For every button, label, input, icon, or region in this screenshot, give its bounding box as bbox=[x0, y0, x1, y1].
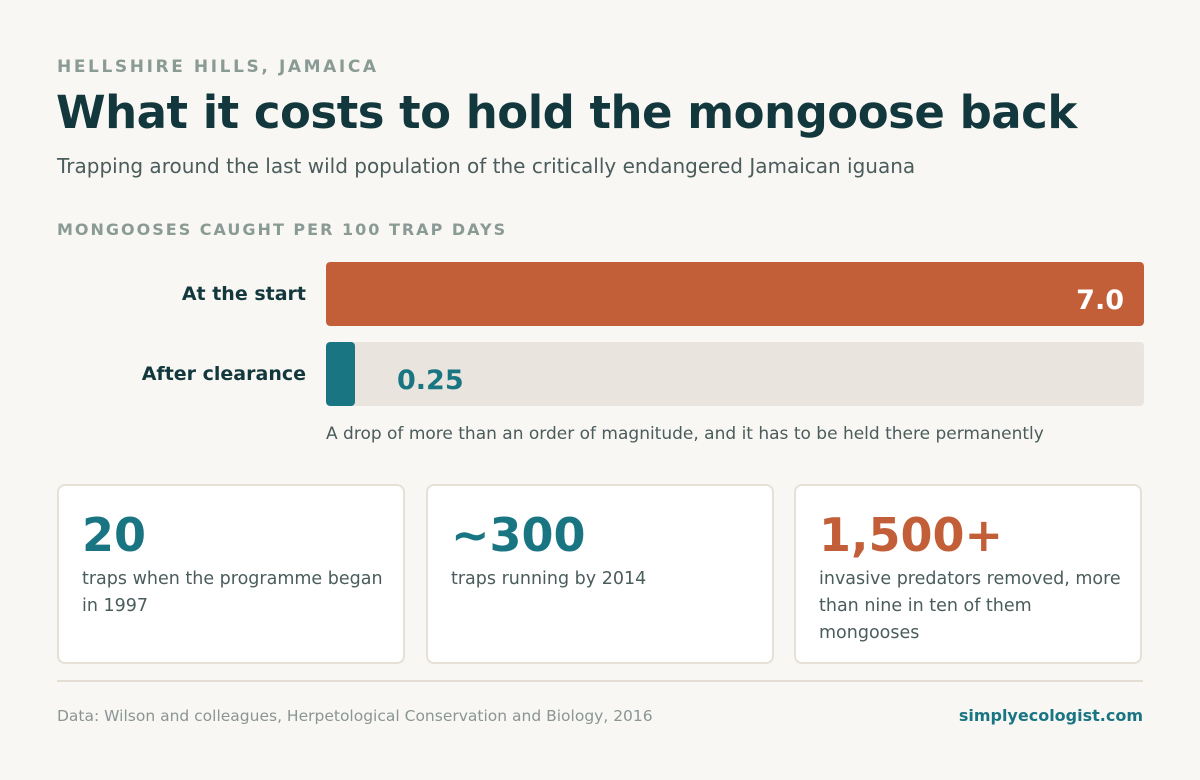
bar-value-start: 7.0 bbox=[1076, 285, 1124, 316]
chart-note: A drop of more than an order of magnitud… bbox=[326, 424, 1044, 444]
eyebrow-location: HELLSHIRE HILLS, JAMAICA bbox=[57, 57, 379, 77]
page-title: What it costs to hold the mongoose back bbox=[56, 86, 1077, 139]
stat-description: invasive predators removed, more than ni… bbox=[819, 569, 1121, 643]
bar-label-start: At the start bbox=[181, 283, 306, 305]
bar-track-start bbox=[326, 262, 1144, 326]
stat-description: traps running by 2014 bbox=[451, 569, 647, 589]
bar-after bbox=[326, 342, 355, 406]
chart-title: MONGOOSES CAUGHT PER 100 TRAP DAYS bbox=[57, 220, 508, 239]
bar-value-after: 0.25 bbox=[397, 365, 464, 396]
source-credit: Data: Wilson and colleagues, Herpetologi… bbox=[57, 707, 653, 725]
stat-value: ~300 bbox=[451, 508, 586, 562]
bar-label-after: After clearance bbox=[141, 363, 306, 385]
bar-row-start: At the start 7.0 bbox=[0, 262, 1200, 326]
bar-start bbox=[326, 262, 1144, 326]
stat-value: 20 bbox=[82, 508, 147, 562]
stat-description: traps when the programme began in 1997 bbox=[82, 569, 383, 616]
stat-card-predators-removed: 1,500+ invasive predators removed, more … bbox=[794, 484, 1142, 664]
bar-row-after: After clearance 0.25 bbox=[0, 342, 1200, 406]
brand-link[interactable]: simplyecologist.com bbox=[958, 706, 1143, 725]
footer-divider bbox=[57, 680, 1143, 682]
stat-card-traps-2014: ~300 traps running by 2014 bbox=[426, 484, 774, 664]
page-subtitle: Trapping around the last wild population… bbox=[57, 154, 916, 178]
bar-track-after bbox=[326, 342, 1144, 406]
stat-value: 1,500+ bbox=[819, 508, 1004, 562]
stat-card-traps-start: 20 traps when the programme began in 199… bbox=[57, 484, 405, 664]
